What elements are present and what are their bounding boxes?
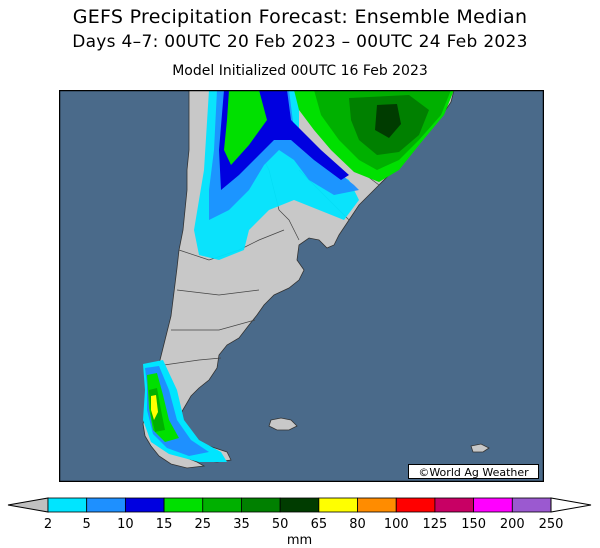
colorbar-tick-label: 200 bbox=[500, 517, 525, 532]
colorbar-above-triangle bbox=[550, 497, 592, 513]
colorbar-tick-label: 100 bbox=[384, 517, 409, 532]
map-frame bbox=[59, 90, 544, 482]
colorbar-segment bbox=[202, 497, 242, 513]
colorbar-tick-label: 15 bbox=[156, 517, 173, 532]
colorbar-below-triangle bbox=[7, 497, 49, 513]
colorbar-tick-label: 125 bbox=[423, 517, 448, 532]
model-init-time: Model Initialized 00UTC 16 Feb 2023 bbox=[172, 63, 428, 79]
forecast-period: Days 4–7: 00UTC 20 Feb 2023 – 00UTC 24 F… bbox=[72, 32, 528, 52]
colorbar-tick-label: 35 bbox=[233, 517, 250, 532]
colorbar-tick-label: 5 bbox=[83, 517, 91, 532]
colorbar-segment bbox=[124, 497, 165, 513]
colorbar-tick-label: 150 bbox=[461, 517, 486, 532]
colorbar-tick-label: 80 bbox=[349, 517, 366, 532]
land-falklands bbox=[268, 417, 298, 431]
colorbar-segment bbox=[395, 497, 436, 513]
colorbar-tick-label: 250 bbox=[539, 517, 564, 532]
colorbar-segment bbox=[241, 497, 281, 513]
colorbar-tick-label: 10 bbox=[117, 517, 134, 532]
credit-label: ©World Ag Weather bbox=[408, 464, 539, 479]
colorbar-segment bbox=[511, 497, 552, 513]
colorbar-tick-label: 65 bbox=[311, 517, 328, 532]
map-title: GEFS Precipitation Forecast: Ensemble Me… bbox=[72, 6, 528, 28]
colorbar-segment bbox=[47, 497, 88, 513]
colorbar-segment bbox=[473, 497, 513, 513]
colorbar-segment bbox=[318, 497, 358, 513]
colorbar-segment bbox=[357, 497, 397, 513]
precipitation-map bbox=[59, 90, 544, 482]
colorbar-tick-label: 2 bbox=[44, 517, 52, 532]
colorbar-segment bbox=[279, 497, 320, 513]
land-south-georgia bbox=[470, 443, 490, 453]
colorbar-segment bbox=[434, 497, 475, 513]
colorbar-tick-label: 25 bbox=[194, 517, 211, 532]
colorbar-segment bbox=[86, 497, 126, 513]
colorbar-tick-label: 50 bbox=[272, 517, 289, 532]
colorbar-segment bbox=[163, 497, 204, 513]
precip-shading bbox=[143, 90, 454, 462]
colorbar-unit-label: mm bbox=[287, 533, 312, 548]
